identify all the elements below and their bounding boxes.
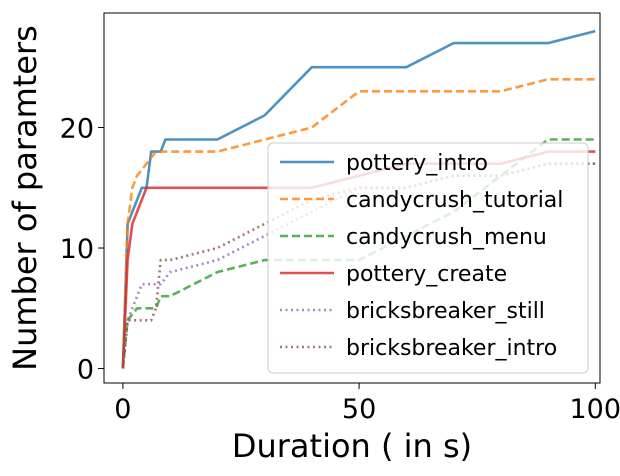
series-line-pottery_intro (121, 29, 596, 369)
legend-box (267, 142, 589, 374)
y-tick-label: 20 (60, 113, 94, 144)
y-tick-label: 10 (60, 234, 94, 265)
series-line-candycrush_tutorial (121, 78, 596, 369)
y-tick-label: 0 (77, 355, 94, 386)
x-tick-label: 0 (114, 394, 131, 425)
y-axis-label: Number of paramters (6, 25, 44, 371)
legend-label-candycrush_tutorial: candycrush_tutorial (346, 188, 563, 213)
legend-label-bricksbreaker_intro: bricksbreaker_intro (346, 336, 557, 361)
legend-label-pottery_create: pottery_create (346, 262, 507, 287)
axes-frame (103, 12, 601, 384)
x-axis-ticks: 0 50 100 (114, 383, 620, 425)
legend-label-bricksbreaker_still: bricksbreaker_still (346, 299, 545, 324)
y-axis-ticks: 0 10 20 (60, 113, 104, 386)
legend-label-pottery_intro: pottery_intro (346, 151, 488, 176)
x-tick-label: 100 (570, 394, 620, 425)
x-axis-label: Duration ( in s) (232, 427, 472, 465)
legend: pottery_intro candycrush_tutorial candycru… (267, 142, 589, 374)
x-tick-label: 50 (342, 394, 376, 425)
legend-label-candycrush_menu: candycrush_menu (346, 225, 547, 250)
